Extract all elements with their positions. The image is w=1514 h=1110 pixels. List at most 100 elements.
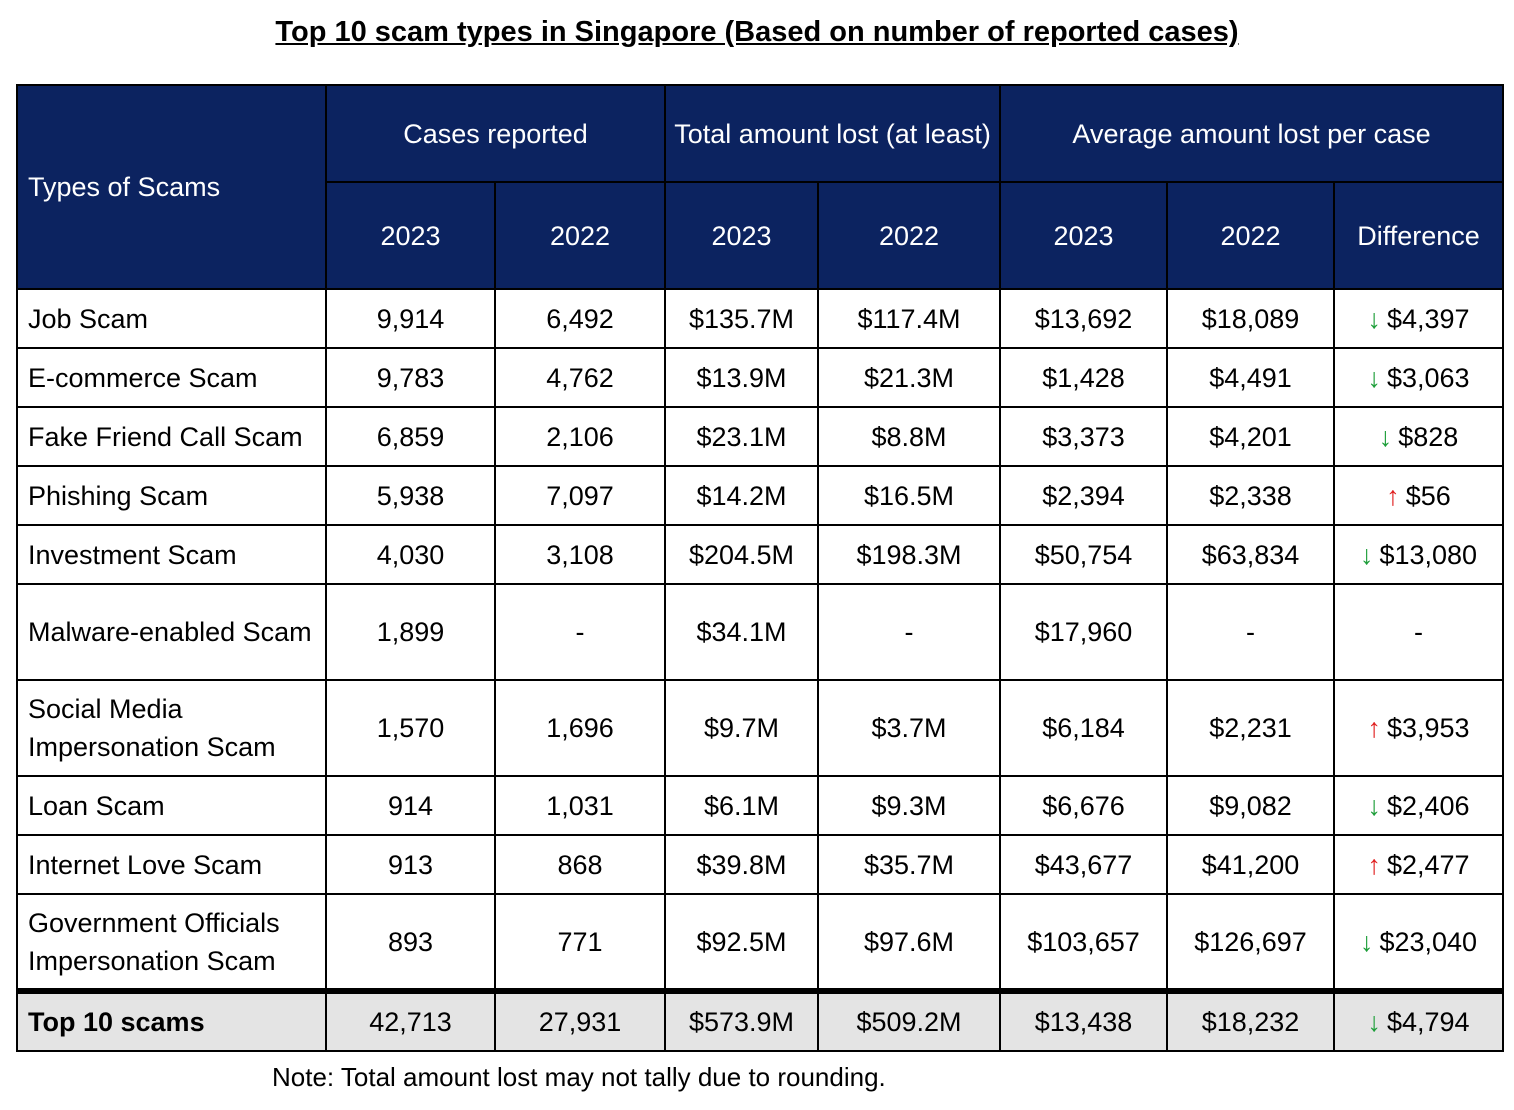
avg-2023-cell: $103,657 <box>999 893 1169 992</box>
header-total-2022: 2022 <box>817 181 1002 290</box>
avg-2022-cell: $4,491 <box>1166 347 1336 408</box>
difference-cell: ↓ $13,080 <box>1333 524 1505 585</box>
cases-2022-cell: 2,106 <box>493 406 667 467</box>
avg-2023-cell: $2,394 <box>999 465 1169 526</box>
cases-2022-cell: - <box>493 583 667 681</box>
total-2023-cell: $34.1M <box>664 583 820 681</box>
total-2022-cell: $3.7M <box>817 679 1002 777</box>
arrow-down-icon: ↓ <box>1367 790 1381 821</box>
cases-2023-cell: 9,783 <box>325 347 496 408</box>
total-2022-cell: $117.4M <box>817 288 1002 349</box>
scam-type-cell: E-commerce Scam <box>16 347 327 408</box>
scam-type-cell: Internet Love Scam <box>16 834 327 895</box>
table-body: Job Scam 9,914 6,492 $135.7M $117.4M $13,692 $… <box>16 288 1505 1052</box>
scam-type-cell: Government Officials Impersonation Scam <box>16 893 327 992</box>
avg-2023-cell: $17,960 <box>999 583 1169 681</box>
table-row: E-commerce Scam 9,783 4,762 $13.9M $21.3M $1,… <box>16 347 1505 408</box>
scam-type-cell: Fake Friend Call Scam <box>16 406 327 467</box>
total-2022-cell: $21.3M <box>817 347 1002 408</box>
avg-2023-cell: $6,676 <box>999 775 1169 836</box>
cases-2023-cell: 6,859 <box>325 406 496 467</box>
total-2023-cell: $13.9M <box>664 347 820 408</box>
arrow-up-icon: ↑ <box>1367 849 1381 880</box>
avg-2022-cell: $2,231 <box>1166 679 1336 777</box>
cases-2023-cell: 893 <box>325 893 496 992</box>
difference-value: $3,063 <box>1386 362 1470 393</box>
table-row: Phishing Scam 5,938 7,097 $14.2M $16.5M $2,39… <box>16 465 1505 526</box>
total-2022-cell: $97.6M <box>817 893 1002 992</box>
avg-2022-cell: $41,200 <box>1166 834 1336 895</box>
scam-type-cell: Investment Scam <box>16 524 327 585</box>
cases-2022-cell: 4,762 <box>493 347 667 408</box>
difference-value: $3,953 <box>1386 713 1470 743</box>
cases-2023-cell: 1,899 <box>325 583 496 681</box>
avg-2022-cell: $63,834 <box>1166 524 1336 585</box>
difference-cell: ↓ $4,794 <box>1333 988 1505 1052</box>
cases-2023-cell: 4,030 <box>325 524 496 585</box>
avg-2023-cell: $13,692 <box>999 288 1169 349</box>
difference-value: $4,397 <box>1386 303 1470 334</box>
arrow-up-icon: ↑ <box>1367 713 1381 743</box>
total-2022-cell: $16.5M <box>817 465 1002 526</box>
arrow-down-icon: ↓ <box>1367 303 1381 334</box>
difference-cell: ↑ $2,477 <box>1333 834 1505 895</box>
total-row: Top 10 scams 42,713 27,931 $573.9M $509.2M $1… <box>16 988 1505 1052</box>
avg-2023-cell: $13,438 <box>999 988 1169 1052</box>
cases-2022-cell: 6,492 <box>493 288 667 349</box>
difference-cell: ↓ $2,406 <box>1333 775 1505 836</box>
difference-value: $828 <box>1398 421 1459 452</box>
arrow-down-icon: ↓ <box>1367 362 1381 393</box>
table-row: Malware-enabled Scam 1,899- $34.1M - $17,960… <box>16 583 1505 681</box>
total-2023-cell: $14.2M <box>664 465 820 526</box>
header-avg-2022: 2022 <box>1166 181 1336 290</box>
difference-cell: ↓ $23,040 <box>1333 893 1505 992</box>
arrow-down-icon: ↓ <box>1359 926 1374 957</box>
total-2023-cell: $23.1M <box>664 406 820 467</box>
cases-2022-cell: 1,031 <box>493 775 667 836</box>
cases-2023-cell: 9,914 <box>325 288 496 349</box>
difference-cell: ↑ $56 <box>1333 465 1505 526</box>
avg-2022-cell: $126,697 <box>1166 893 1336 992</box>
total-2022-cell: $9.3M <box>817 775 1002 836</box>
difference-cell: ↓ $3,063 <box>1333 347 1505 408</box>
scam-type-cell: Top 10 scams <box>16 988 327 1052</box>
table-row: Internet Love Scam 913 868 $39.8M $35.7M $43,… <box>16 834 1505 895</box>
cases-2022-cell: 7,097 <box>493 465 667 526</box>
table-row: Government Officials Impersonation Scam 8… <box>16 893 1505 992</box>
total-2022-cell: $509.2M <box>817 988 1002 1052</box>
avg-2023-cell: $1,428 <box>999 347 1169 408</box>
scam-type-cell: Loan Scam <box>16 775 327 836</box>
cases-2022-cell: 27,931 <box>493 988 667 1052</box>
table-row: Loan Scam 914 1,031 $6.1M $9.3M $6,676 $9,082 ↓… <box>16 775 1505 836</box>
difference-value: $2,406 <box>1386 790 1470 821</box>
difference-value: $13,080 <box>1379 539 1478 570</box>
cases-2022-cell: 3,108 <box>493 524 667 585</box>
cases-2022-cell: 868 <box>493 834 667 895</box>
arrow-down-icon: ↓ <box>1378 421 1393 452</box>
header-cases-2023: 2023 <box>325 181 496 290</box>
avg-2022-cell: $18,232 <box>1166 988 1336 1052</box>
total-2022-cell: $35.7M <box>817 834 1002 895</box>
total-2022-cell: $198.3M <box>817 524 1002 585</box>
avg-2022-cell: - <box>1166 583 1336 681</box>
avg-2023-cell: $50,754 <box>999 524 1169 585</box>
cases-2022-cell: 1,696 <box>493 679 667 777</box>
cases-2023-cell: 5,938 <box>325 465 496 526</box>
scam-type-cell: Phishing Scam <box>16 465 327 526</box>
difference-cell: ↑ $3,953 <box>1333 679 1505 777</box>
header-total-lost: Total amount lost (at least) <box>664 84 1002 183</box>
scam-type-cell: Job Scam <box>16 288 327 349</box>
scam-table: Types of Scams Cases reported Total amou… <box>16 84 1505 1052</box>
difference-value: $23,040 <box>1379 926 1478 957</box>
cases-2023-cell: 1,570 <box>325 679 496 777</box>
header-difference: Difference <box>1333 181 1505 290</box>
cases-2023-cell: 914 <box>325 775 496 836</box>
avg-2022-cell: $4,201 <box>1166 406 1336 467</box>
arrow-down-icon: ↓ <box>1367 1007 1381 1037</box>
table-row: Job Scam 9,914 6,492 $135.7M $117.4M $13,692 $… <box>16 288 1505 349</box>
header-average: Average amount lost per case <box>999 84 1505 183</box>
header-cases-2022: 2022 <box>493 181 667 290</box>
table-row: Social Media Impersonation Scam 1,570 1,69… <box>16 679 1505 777</box>
cases-2023-cell: 42,713 <box>325 988 496 1052</box>
difference-cell: - <box>1333 583 1505 681</box>
